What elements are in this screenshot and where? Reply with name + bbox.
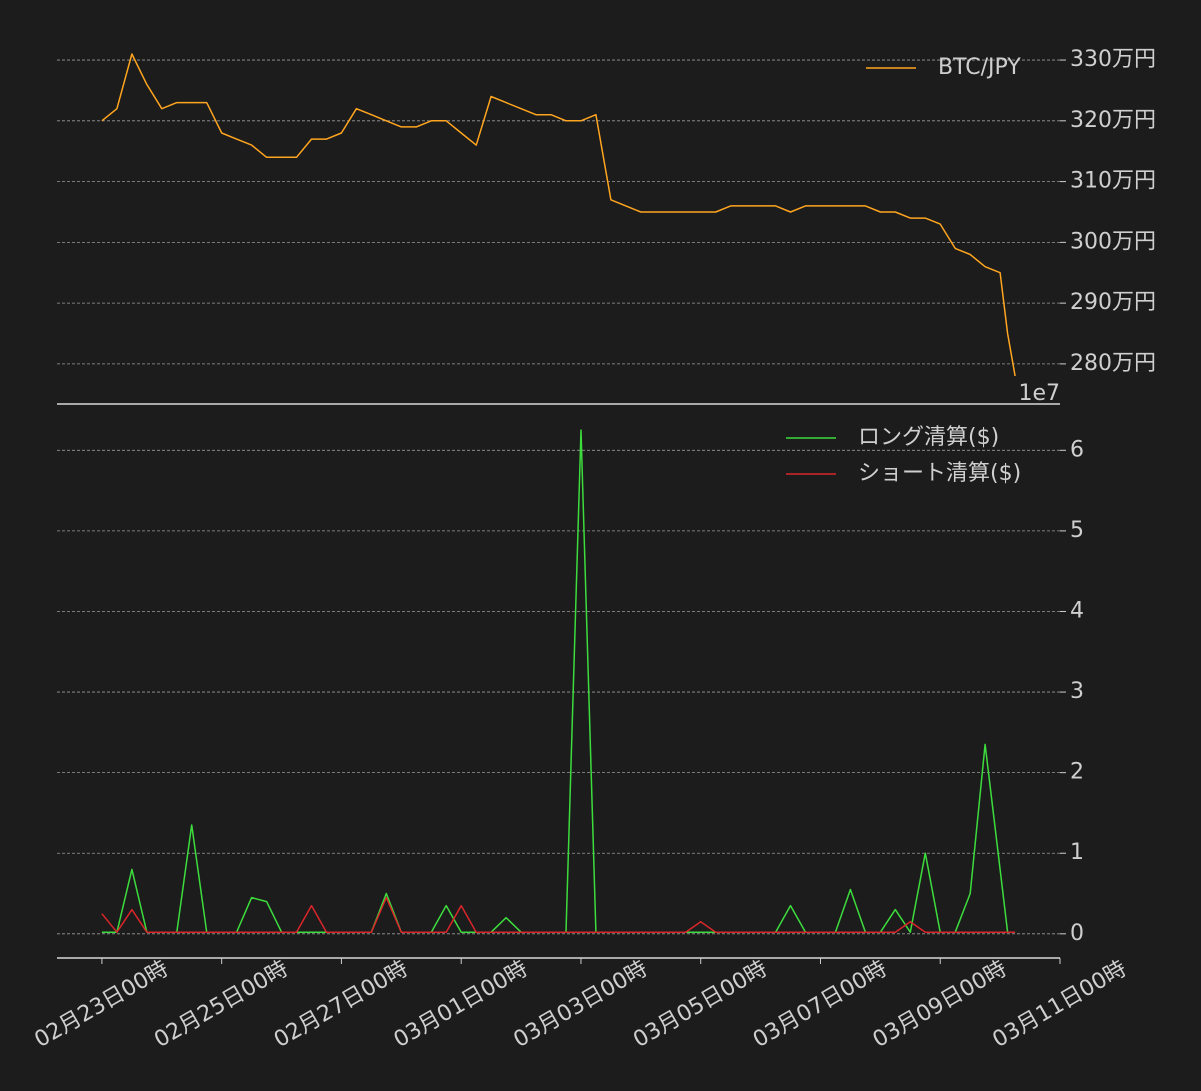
data-line — [101, 896, 1016, 933]
y-tick-label: 4 — [1070, 598, 1084, 623]
y-tick-label: 280万円 — [1070, 351, 1156, 376]
y-tick-label: 0 — [1070, 921, 1084, 946]
legend-label: ロング清算($) — [858, 425, 999, 450]
data-line — [101, 53, 1016, 377]
y-tick-label: 6 — [1070, 437, 1084, 462]
y-tick-label: 290万円 — [1070, 290, 1156, 315]
axis-offset-label: 1e7 — [1018, 381, 1060, 406]
y-tick-label: 3 — [1070, 679, 1084, 704]
y-tick-label: 2 — [1070, 760, 1084, 785]
y-tick-label: 320万円 — [1070, 108, 1156, 133]
y-tick-label: 1 — [1070, 840, 1084, 865]
y-tick-label: 300万円 — [1070, 229, 1156, 254]
y-tick-label: 310万円 — [1070, 169, 1156, 194]
y-tick-label: 330万円 — [1070, 47, 1156, 72]
y-tick-label: 5 — [1070, 518, 1084, 543]
legend-label: ショート清算($) — [858, 461, 1021, 486]
legend-label: BTC/JPY — [938, 55, 1021, 80]
